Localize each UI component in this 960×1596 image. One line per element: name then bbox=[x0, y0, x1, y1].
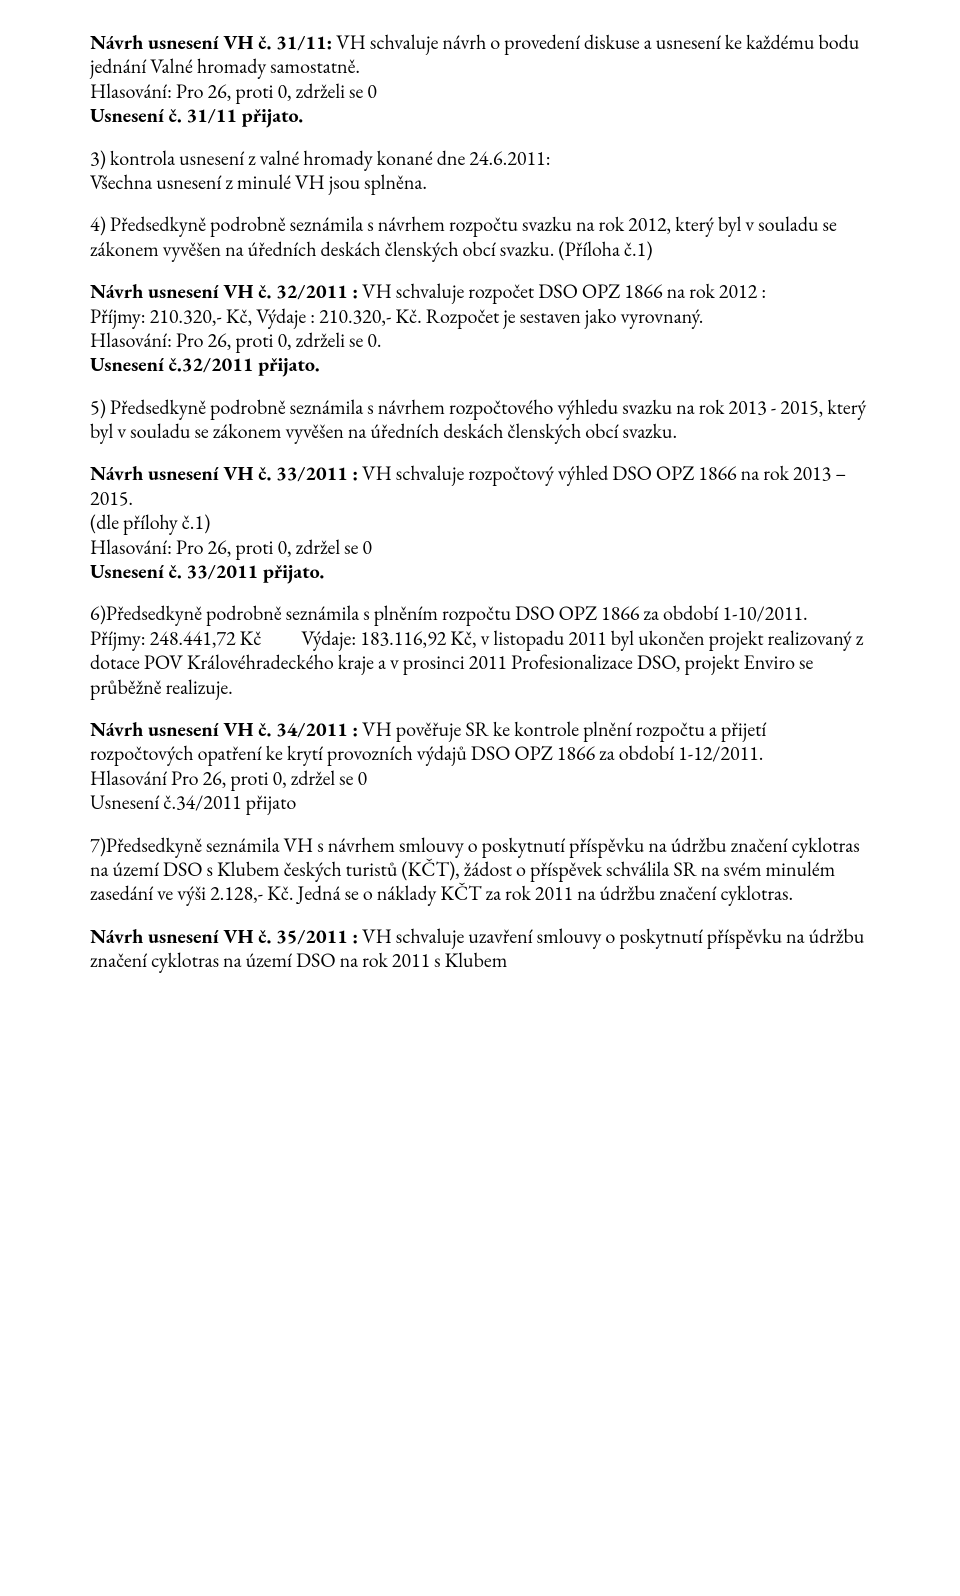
p6-bold: Návrh usnesení VH č. 33/2011 : bbox=[90, 460, 358, 486]
p2-line1: 3) kontrola usnesení z valné hromady kon… bbox=[90, 145, 551, 171]
p7-line2a: Příjmy: 248.441,72 Kč bbox=[90, 625, 261, 651]
p4-rest1: VH schvaluje rozpočet DSO OPZ 1866 na ro… bbox=[358, 278, 766, 304]
paragraph-10: Návrh usnesení VH č. 35/2011 : VH schval… bbox=[90, 924, 870, 973]
p6-line2: (dle přílohy č.1) bbox=[90, 509, 210, 535]
paragraph-8: Návrh usnesení VH č. 34/2011 : VH pověřu… bbox=[90, 717, 870, 815]
p8-line3: Usnesení č.34/2011 přijato bbox=[90, 789, 296, 815]
paragraph-4: Návrh usnesení VH č. 32/2011 : VH schval… bbox=[90, 279, 870, 377]
p9-text: 7)Předsedkyně seznámila VH s návrhem sml… bbox=[90, 832, 860, 907]
p8-line2: Hlasování Pro 26, proti 0, zdržel se 0 bbox=[90, 765, 367, 791]
p4-line4: Usnesení č.32/2011 přijato. bbox=[90, 351, 320, 377]
p10-bold: Návrh usnesení VH č. 35/2011 : bbox=[90, 923, 358, 949]
paragraph-3: 4) Předsedkyně podrobně seznámila s návr… bbox=[90, 212, 870, 261]
p4-bold: Návrh usnesení VH č. 32/2011 : bbox=[90, 278, 358, 304]
p8-bold: Návrh usnesení VH č. 34/2011 : bbox=[90, 716, 358, 742]
paragraph-1: Návrh usnesení VH č. 31/11: VH schvaluje… bbox=[90, 30, 870, 128]
paragraph-5: 5) Předsedkyně podrobně seznámila s návr… bbox=[90, 395, 870, 444]
p4-line3: Hlasování: Pro 26, proti 0, zdrželi se 0… bbox=[90, 327, 382, 353]
p1-line3: Usnesení č. 31/11 přijato. bbox=[90, 102, 303, 128]
paragraph-7: 6)Předsedkyně podrobně seznámila s plněn… bbox=[90, 601, 870, 699]
p7-line1: 6)Předsedkyně podrobně seznámila s plněn… bbox=[90, 600, 808, 626]
p6-line3: Hlasování: Pro 26, proti 0, zdržel se 0 bbox=[90, 534, 372, 560]
p4-line2: Příjmy: 210.320,- Kč, Výdaje : 210.320,-… bbox=[90, 303, 703, 329]
p2-line2: Všechna usnesení z minulé VH jsou splněn… bbox=[90, 169, 427, 195]
p1-line2: Hlasování: Pro 26, proti 0, zdrželi se 0 bbox=[90, 78, 377, 104]
paragraph-2: 3) kontrola usnesení z valné hromady kon… bbox=[90, 146, 870, 195]
paragraph-9: 7)Předsedkyně seznámila VH s návrhem sml… bbox=[90, 833, 870, 906]
p6-line4: Usnesení č. 33/2011 přijato. bbox=[90, 558, 324, 584]
paragraph-6: Návrh usnesení VH č. 33/2011 : VH schval… bbox=[90, 461, 870, 583]
p1-bold: Návrh usnesení VH č. 31/11: bbox=[90, 29, 332, 55]
p3-text: 4) Předsedkyně podrobně seznámila s návr… bbox=[90, 211, 837, 261]
p5-text: 5) Předsedkyně podrobně seznámila s návr… bbox=[90, 394, 866, 444]
